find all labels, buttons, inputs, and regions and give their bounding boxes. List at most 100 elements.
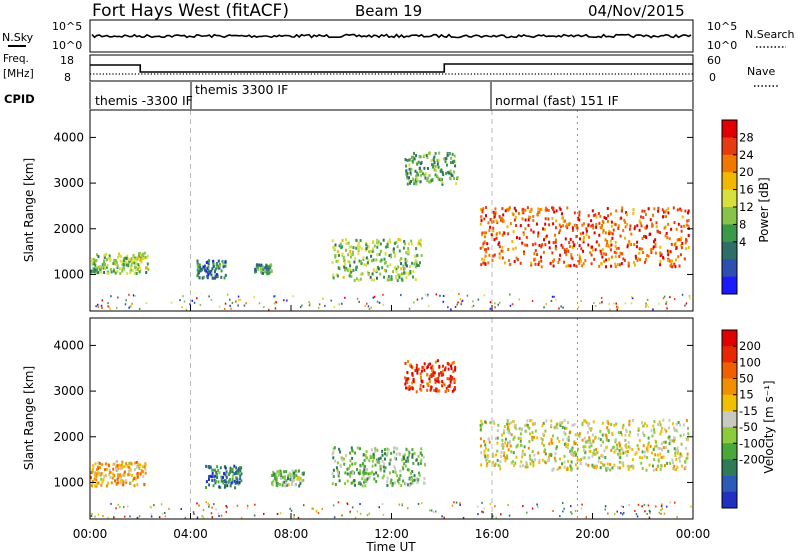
- data-point: [554, 240, 557, 244]
- data-point: [203, 267, 206, 271]
- ground-scatter-point: [129, 305, 132, 308]
- data-point: [669, 438, 671, 442]
- data-point: [537, 207, 540, 211]
- data-point: [652, 245, 655, 249]
- data-point: [657, 423, 660, 427]
- data-point: [625, 430, 628, 434]
- data-point: [95, 474, 98, 478]
- data-point: [651, 222, 654, 226]
- ground-scatter-point: [531, 300, 534, 302]
- data-point: [337, 266, 340, 270]
- ground-scatter-point: [509, 293, 511, 296]
- ground-scatter-point: [210, 298, 213, 301]
- data-point: [635, 451, 638, 455]
- data-point: [355, 265, 358, 269]
- data-point: [571, 228, 574, 232]
- data-point: [210, 273, 213, 277]
- data-point: [290, 475, 293, 479]
- data-point: [358, 245, 361, 249]
- data-point: [652, 424, 655, 428]
- ground-scatter-point: [382, 513, 385, 516]
- data-point: [367, 245, 370, 248]
- data-point: [608, 232, 610, 236]
- data-point: [453, 377, 456, 381]
- data-point: [108, 473, 111, 477]
- data-point: [400, 262, 403, 266]
- ground-scatter-point: [500, 513, 502, 516]
- data-point: [432, 163, 435, 167]
- data-point: [413, 157, 416, 161]
- ground-scatter-point: [646, 303, 648, 306]
- ground-scatter-point: [477, 298, 480, 301]
- data-point: [215, 263, 218, 267]
- data-point: [555, 447, 558, 451]
- data-point: [214, 479, 217, 483]
- data-point: [541, 424, 544, 428]
- data-point: [263, 266, 266, 270]
- data-point: [551, 217, 554, 220]
- freq-label: Freq.: [3, 53, 29, 65]
- data-point: [349, 474, 352, 478]
- data-point: [642, 251, 644, 254]
- data-point: [375, 480, 378, 483]
- data-point: [419, 372, 422, 376]
- data-point: [487, 221, 490, 225]
- ground-scatter-point: [317, 511, 320, 514]
- data-point: [374, 447, 377, 451]
- data-point: [600, 262, 603, 266]
- ground-scatter-point: [507, 504, 509, 506]
- data-point: [501, 207, 504, 211]
- data-point: [678, 264, 681, 268]
- ground-scatter-point: [685, 302, 688, 305]
- data-point: [513, 424, 516, 428]
- data-point: [644, 450, 646, 454]
- ground-scatter-point: [550, 300, 553, 302]
- data-point: [454, 365, 457, 369]
- data-point: [373, 244, 376, 248]
- data-point: [514, 209, 517, 213]
- data-point: [106, 271, 109, 275]
- data-point: [613, 423, 616, 427]
- data-point: [441, 180, 444, 184]
- data-point: [366, 270, 369, 274]
- data-point: [138, 463, 141, 467]
- data-point: [676, 451, 679, 455]
- data-point: [412, 178, 415, 182]
- ground-scatter-point: [220, 514, 223, 517]
- ground-scatter-point: [160, 503, 163, 506]
- data-point: [650, 248, 653, 252]
- ground-scatter-point: [317, 306, 320, 309]
- data-point: [654, 238, 657, 242]
- data-point: [196, 268, 199, 272]
- data-point: [674, 451, 677, 455]
- data-point: [387, 275, 390, 279]
- data-point: [681, 241, 684, 245]
- data-point: [375, 471, 378, 475]
- data-point: [383, 275, 385, 279]
- ground-scatter-point: [613, 302, 615, 305]
- ground-scatter-point: [218, 515, 220, 517]
- data-point: [333, 446, 336, 450]
- ground-scatter-point: [662, 297, 665, 300]
- data-point: [100, 477, 103, 481]
- data-point: [398, 477, 401, 481]
- data-point: [419, 383, 422, 387]
- data-point: [443, 157, 446, 161]
- ground-scatter-point: [254, 503, 256, 506]
- data-point: [287, 474, 290, 478]
- data-point: [404, 242, 406, 246]
- data-point: [444, 390, 447, 394]
- data-point: [447, 385, 450, 389]
- data-point: [657, 464, 659, 468]
- data-point: [607, 439, 610, 443]
- data-point: [138, 254, 141, 258]
- data-point: [389, 240, 392, 244]
- data-point: [595, 215, 598, 219]
- ground-scatter-point: [607, 512, 609, 515]
- data-point: [653, 420, 656, 424]
- data-point: [400, 257, 403, 261]
- data-point: [131, 268, 134, 272]
- data-point: [672, 467, 675, 470]
- data-point: [492, 460, 494, 464]
- data-point: [613, 450, 616, 454]
